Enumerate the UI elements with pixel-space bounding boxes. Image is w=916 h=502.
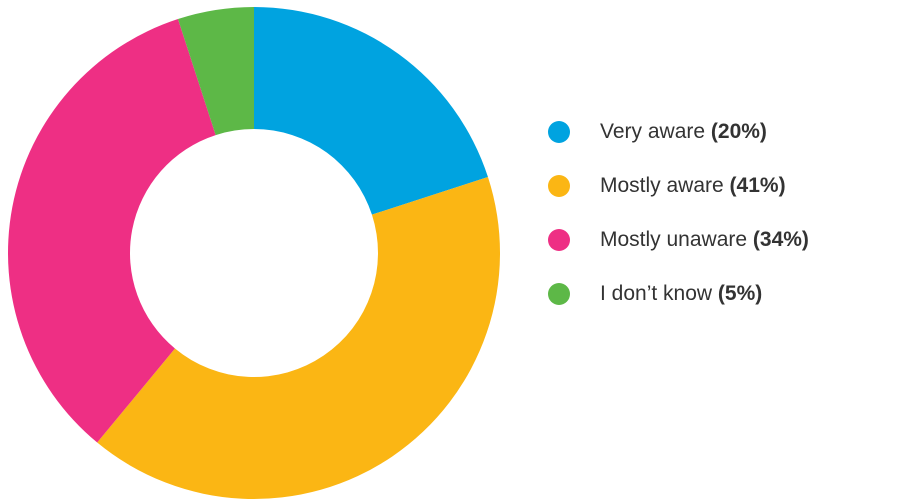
legend-item-mostly-aware: Mostly aware (41%) (548, 159, 916, 213)
legend-item-mostly-unaware: Mostly unaware (34%) (548, 213, 916, 267)
legend-item-very-aware: Very aware (20%) (548, 105, 916, 159)
donut-plot (7, 7, 500, 500)
legend-value: (41%) (729, 174, 786, 197)
legend-label-mostly-aware: Mostly aware (41%) (600, 174, 786, 198)
legend-category: I don’t know (600, 282, 713, 305)
legend-swatch-mostly-unaware (548, 229, 570, 251)
donut-slices (7, 7, 500, 500)
legend-category: Mostly unaware (600, 228, 748, 251)
donut-slice-mostly-aware (97, 176, 500, 500)
legend-value: (20%) (710, 120, 767, 143)
legend-label-mostly-unaware: Mostly unaware (34%) (600, 228, 809, 252)
legend-label-dont-know: I don’t know (5%) (600, 282, 762, 306)
legend-swatch-mostly-aware (548, 175, 570, 197)
chart-legend: Very aware (20%) Mostly aware (41%) Most… (548, 105, 916, 321)
legend-value: (5%) (717, 282, 763, 305)
legend-label-very-aware: Very aware (20%) (600, 120, 767, 144)
legend-category: Very aware (600, 120, 706, 143)
legend-swatch-dont-know (548, 283, 570, 305)
donut-slice-i-don-t-know (177, 7, 254, 136)
legend-value: (34%) (752, 228, 809, 251)
legend-category: Mostly aware (600, 174, 724, 197)
legend-item-dont-know: I don’t know (5%) (548, 267, 916, 321)
legend-swatch-very-aware (548, 121, 570, 143)
donut-slice-mostly-unaware (7, 19, 216, 443)
donut-slice-very-aware (254, 7, 488, 215)
